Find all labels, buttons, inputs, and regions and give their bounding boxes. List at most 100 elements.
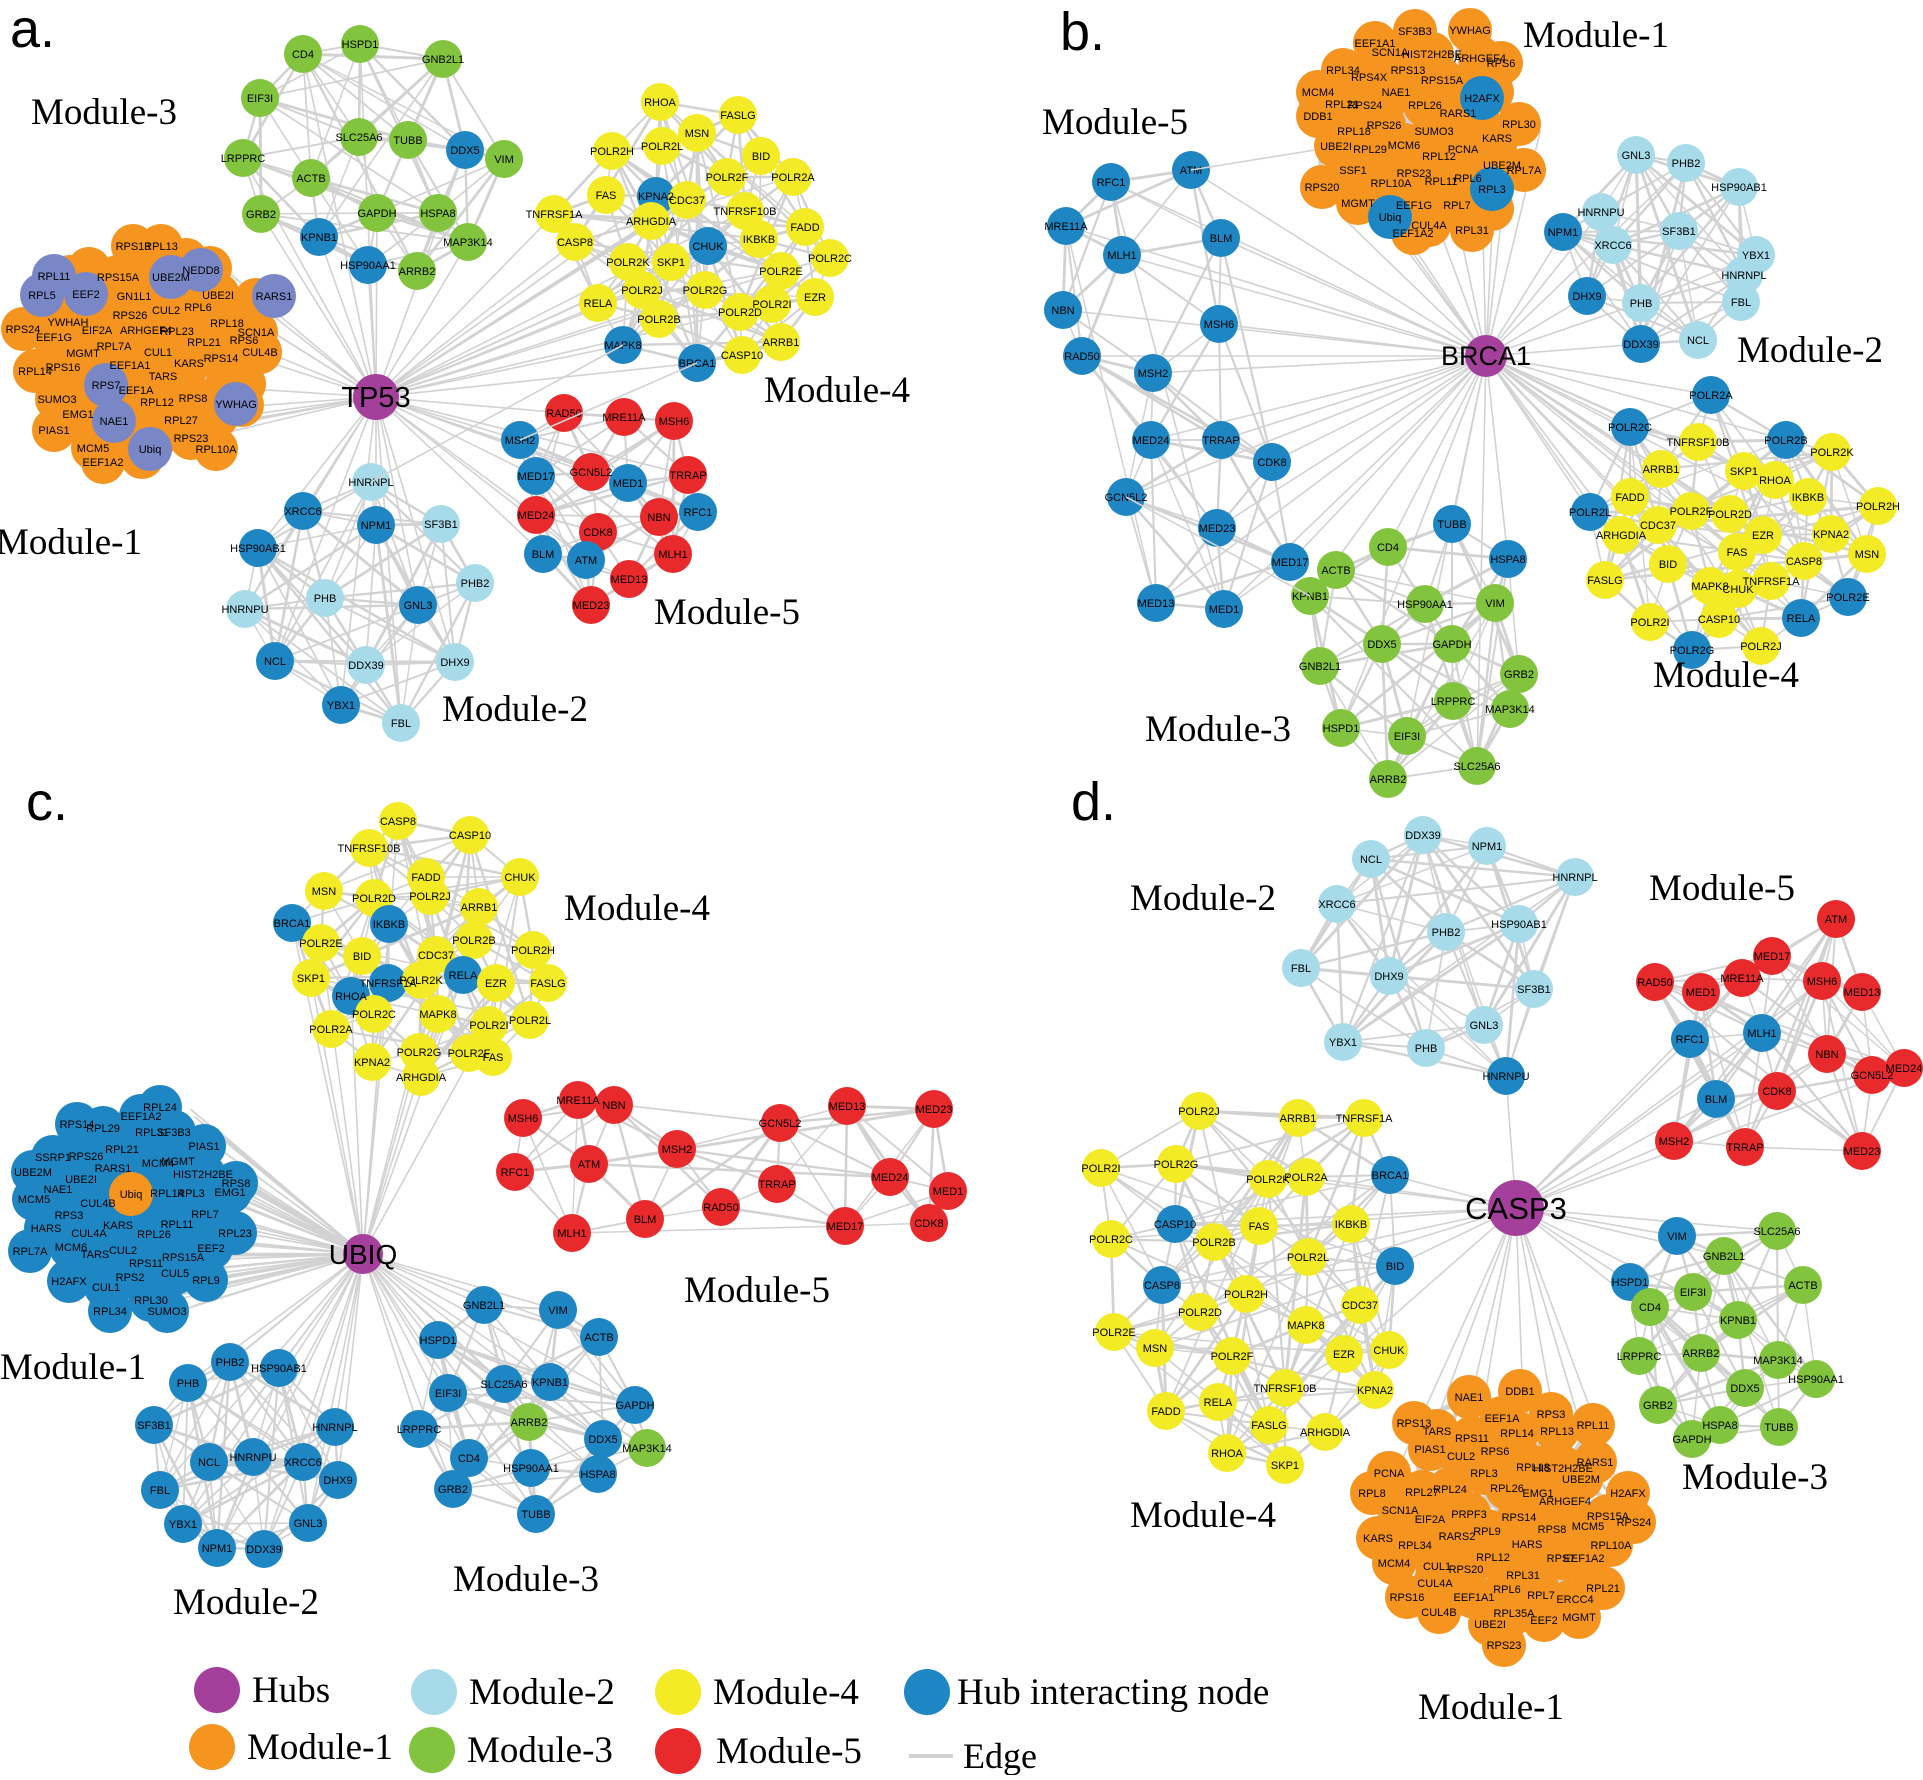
svg-text:HIST2H2BE: HIST2H2BE xyxy=(1402,49,1462,61)
svg-text:PHB: PHB xyxy=(1415,1043,1438,1055)
svg-text:CASP8: CASP8 xyxy=(1144,1280,1180,1292)
svg-text:NBN: NBN xyxy=(1815,1049,1838,1061)
svg-text:GCN5L2: GCN5L2 xyxy=(570,467,613,479)
svg-text:RFC1: RFC1 xyxy=(1097,177,1126,189)
svg-text:EIF3I: EIF3I xyxy=(247,93,273,105)
svg-text:BRCA1: BRCA1 xyxy=(274,918,311,930)
svg-text:Module-5: Module-5 xyxy=(1649,868,1795,909)
svg-text:DHX9: DHX9 xyxy=(1374,971,1403,983)
svg-text:XRCC6: XRCC6 xyxy=(284,506,321,518)
svg-text:TNFRSF1A: TNFRSF1A xyxy=(526,209,584,221)
svg-text:EEF2: EEF2 xyxy=(197,1243,225,1255)
svg-text:RFC1: RFC1 xyxy=(1676,1034,1705,1046)
svg-text:MCM4: MCM4 xyxy=(1302,87,1334,99)
svg-text:IKBKB: IKBKB xyxy=(1792,492,1824,504)
svg-text:MCM5: MCM5 xyxy=(77,443,109,455)
svg-text:Module-5: Module-5 xyxy=(716,1731,862,1772)
svg-text:RPL26: RPL26 xyxy=(1408,100,1442,112)
svg-text:RPL11: RPL11 xyxy=(1577,1420,1610,1432)
svg-text:RPL11: RPL11 xyxy=(161,1219,194,1231)
svg-text:RPS3: RPS3 xyxy=(55,1210,84,1222)
svg-text:RPL13: RPL13 xyxy=(144,241,178,253)
svg-text:RPS14: RPS14 xyxy=(1502,1512,1537,1524)
svg-text:RPL31: RPL31 xyxy=(1506,1570,1540,1582)
svg-text:GNB2L1: GNB2L1 xyxy=(422,54,464,66)
svg-text:SF3B3: SF3B3 xyxy=(1398,26,1432,38)
svg-text:MED23: MED23 xyxy=(1844,1146,1881,1158)
svg-text:MSH2: MSH2 xyxy=(1138,368,1169,380)
svg-text:FASLG: FASLG xyxy=(720,110,755,122)
svg-text:Module-3: Module-3 xyxy=(467,1730,613,1771)
svg-text:CUL2: CUL2 xyxy=(109,1245,137,1257)
svg-text:RPL24: RPL24 xyxy=(143,1102,177,1114)
svg-text:RPS23: RPS23 xyxy=(1487,1640,1522,1652)
svg-text:ARHGEF4: ARHGEF4 xyxy=(1539,1496,1591,1508)
svg-text:TRRAP: TRRAP xyxy=(1726,1142,1763,1154)
svg-text:ARRB1: ARRB1 xyxy=(461,902,498,914)
svg-text:VIM: VIM xyxy=(548,1305,568,1317)
svg-text:RPL31: RPL31 xyxy=(1455,225,1489,237)
svg-text:DDB1: DDB1 xyxy=(1303,111,1332,123)
svg-text:EEF1A1: EEF1A1 xyxy=(1454,1592,1495,1604)
svg-text:GRB2: GRB2 xyxy=(438,1484,468,1496)
svg-text:KARS: KARS xyxy=(103,1220,133,1232)
svg-text:RPS16: RPS16 xyxy=(1390,1592,1425,1604)
svg-text:EZR: EZR xyxy=(485,978,507,990)
svg-text:NCL: NCL xyxy=(1360,854,1382,866)
svg-text:FASLG: FASLG xyxy=(1587,575,1622,587)
svg-text:CHUK: CHUK xyxy=(692,241,724,253)
svg-text:Module-4: Module-4 xyxy=(713,1672,859,1713)
svg-text:ARRB2: ARRB2 xyxy=(511,1417,548,1429)
svg-text:DDX5: DDX5 xyxy=(1730,1383,1759,1395)
svg-text:HSP90AA1: HSP90AA1 xyxy=(340,260,396,272)
svg-text:IKBKB: IKBKB xyxy=(743,234,775,246)
svg-text:MED17: MED17 xyxy=(827,1221,864,1233)
svg-text:MED23: MED23 xyxy=(1199,523,1236,535)
svg-text:RPL10A: RPL10A xyxy=(1591,1540,1633,1552)
svg-text:RPL23: RPL23 xyxy=(218,1228,252,1240)
svg-text:LRPPRC: LRPPRC xyxy=(221,153,266,165)
svg-text:UBE2M: UBE2M xyxy=(1562,1474,1600,1486)
svg-text:SKP1: SKP1 xyxy=(657,257,685,269)
svg-text:HSP90AA1: HSP90AA1 xyxy=(1788,1374,1844,1386)
svg-text:DDX39: DDX39 xyxy=(348,660,383,672)
svg-text:RPL9: RPL9 xyxy=(1473,1526,1501,1538)
svg-text:SLC25A6: SLC25A6 xyxy=(480,1379,527,1391)
svg-text:Ubiq: Ubiq xyxy=(120,1189,143,1201)
svg-text:RHOA: RHOA xyxy=(1759,475,1791,487)
svg-text:ACTB: ACTB xyxy=(296,173,325,185)
svg-text:GAPDH: GAPDH xyxy=(357,208,396,220)
svg-text:RPL9: RPL9 xyxy=(192,1275,220,1287)
svg-text:H2AFX: H2AFX xyxy=(51,1276,87,1288)
svg-text:POLR2E: POLR2E xyxy=(1826,592,1869,604)
svg-text:NAE1: NAE1 xyxy=(1455,1392,1484,1404)
svg-text:ARRB2: ARRB2 xyxy=(1370,774,1407,786)
svg-text:RELA: RELA xyxy=(584,298,613,310)
svg-text:TNFRSF1A: TNFRSF1A xyxy=(1743,576,1801,588)
svg-text:RPL6: RPL6 xyxy=(184,302,212,314)
svg-text:FAS: FAS xyxy=(483,1052,504,1064)
svg-text:MCM5: MCM5 xyxy=(18,1194,50,1206)
svg-text:GCN5L2: GCN5L2 xyxy=(759,1118,802,1130)
svg-text:CASP10: CASP10 xyxy=(1154,1219,1196,1231)
svg-text:MED17: MED17 xyxy=(518,471,555,483)
svg-text:MAP3K14: MAP3K14 xyxy=(1753,1355,1803,1367)
svg-text:POLR2C: POLR2C xyxy=(1089,1234,1133,1246)
svg-text:RPL11: RPL11 xyxy=(38,271,71,283)
svg-text:KPNB1: KPNB1 xyxy=(532,1377,568,1389)
svg-text:ACTB: ACTB xyxy=(1788,1280,1817,1292)
svg-text:RARS1: RARS1 xyxy=(95,1163,132,1175)
svg-text:RPL27: RPL27 xyxy=(1405,1487,1439,1499)
svg-text:PHB: PHB xyxy=(177,1378,200,1390)
svg-text:LRPPRC: LRPPRC xyxy=(397,1424,442,1436)
svg-text:FADD: FADD xyxy=(1615,492,1644,504)
svg-text:POLR2K: POLR2K xyxy=(399,975,443,987)
svg-text:Module-4: Module-4 xyxy=(1130,1495,1276,1536)
svg-text:POLR2E: POLR2E xyxy=(1092,1327,1135,1339)
svg-text:CASP10: CASP10 xyxy=(449,830,491,842)
svg-text:CUL1: CUL1 xyxy=(92,1282,120,1294)
svg-text:RPS15A: RPS15A xyxy=(1421,75,1464,87)
svg-text:CUL4A: CUL4A xyxy=(71,1228,107,1240)
svg-text:CHUK: CHUK xyxy=(1373,1345,1405,1357)
svg-text:KPNA2: KPNA2 xyxy=(354,1057,390,1069)
